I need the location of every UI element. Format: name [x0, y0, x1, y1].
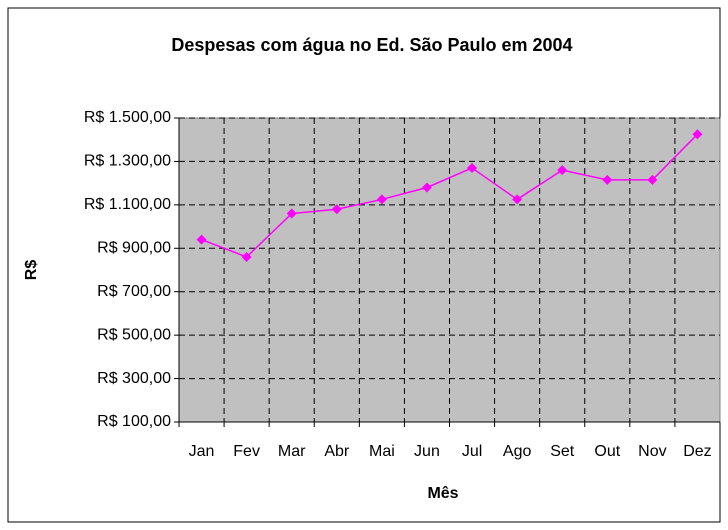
marker	[331, 204, 342, 215]
y-tick-label: R$ 1.300,00	[84, 153, 171, 170]
marker	[647, 174, 658, 185]
x-tick-label: Out	[594, 443, 620, 460]
marker	[467, 162, 478, 173]
marker	[602, 174, 613, 185]
marker	[421, 182, 432, 193]
marker	[692, 129, 703, 140]
x-tick-label: Nov	[638, 443, 666, 460]
marker	[557, 165, 568, 176]
marker	[512, 194, 523, 205]
y-tick-label: R$ 300,00	[97, 370, 171, 387]
x-tick-label: Jan	[189, 443, 215, 460]
y-tick-label: R$ 700,00	[97, 283, 171, 300]
x-tick-label: Ago	[503, 443, 532, 460]
x-axis-label: Mês	[427, 485, 458, 502]
x-tick-label: Mai	[369, 443, 395, 460]
y-tick-label: R$ 1.500,00	[84, 109, 171, 126]
y-tick-label: R$ 100,00	[97, 413, 171, 430]
y-tick-label: R$ 500,00	[97, 326, 171, 343]
y-axis-label: R$	[23, 260, 40, 281]
marker	[286, 208, 297, 219]
marker	[196, 234, 207, 245]
marker	[376, 194, 387, 205]
x-tick-label: Jun	[414, 443, 440, 460]
x-tick-label: Abr	[324, 443, 350, 460]
y-tick-label: R$ 1.100,00	[84, 196, 171, 213]
x-tick-label: Mar	[278, 443, 306, 460]
x-tick-label: Jul	[462, 443, 482, 460]
marker	[241, 251, 252, 262]
x-tick-label: Fev	[233, 443, 260, 460]
chart-title: Despesas com água no Ed. São Paulo em 20…	[171, 35, 572, 55]
series-line	[201, 133, 698, 258]
x-tick-label: Set	[550, 443, 575, 460]
y-tick-label: R$ 900,00	[97, 240, 171, 257]
x-tick-label: Dez	[683, 443, 711, 460]
